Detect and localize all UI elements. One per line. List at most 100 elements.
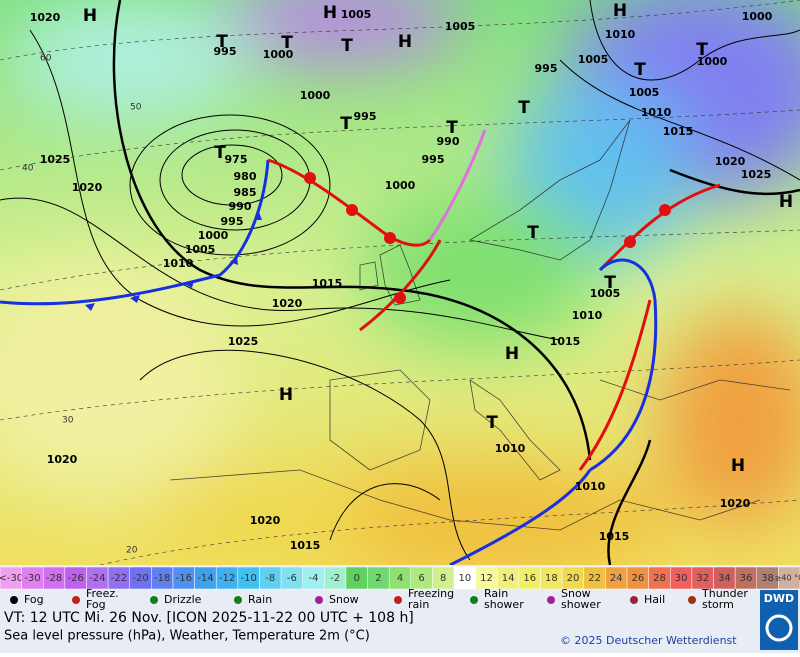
center-label: T <box>216 32 228 52</box>
latitude-label: 40 <box>22 164 34 174</box>
isobar-label: 1010 <box>605 28 636 41</box>
latitude-label: 20 <box>126 546 138 556</box>
isobar-label: 1000 <box>697 55 728 68</box>
scale-label: 24 <box>610 573 623 584</box>
scale-label: 38 <box>761 573 774 584</box>
scale-label: -16 <box>176 573 192 584</box>
isobar-label: 980 <box>234 170 257 183</box>
scale-label: 0 <box>354 573 360 584</box>
scale-label: ≥40 °C <box>775 574 800 583</box>
isobar-label: 1005 <box>185 243 216 256</box>
weather-label: Thunder storm <box>701 587 748 611</box>
center-label: T <box>446 118 458 138</box>
isobar-label: 995 <box>422 153 445 166</box>
isobar-label: 985 <box>234 186 257 199</box>
scale-label: 16 <box>523 573 536 584</box>
center-label: H <box>398 32 412 52</box>
scale-label: -26 <box>68 573 84 584</box>
weather-label: Snow shower <box>561 587 601 611</box>
dwd-logo: DWD <box>760 590 798 650</box>
center-label: T <box>281 33 293 53</box>
scale-label: 36 <box>740 573 753 584</box>
scale-label: 12 <box>480 573 493 584</box>
isobar-label: 1005 <box>445 20 476 33</box>
weather-symbol <box>315 596 323 604</box>
scale-label: -8 <box>265 573 275 584</box>
scale-label: 22 <box>588 573 601 584</box>
isobar-label: 995 <box>221 215 244 228</box>
isobar-label: 1010 <box>575 480 606 493</box>
isobar-label: 1010 <box>641 106 672 119</box>
weather-symbol <box>688 596 696 604</box>
isobar-label: 1010 <box>495 442 526 455</box>
isobar-label: 1025 <box>40 153 71 166</box>
description: Sea level pressure (hPa), Weather, Tempe… <box>4 629 370 644</box>
isobar-label: 1020 <box>715 155 746 168</box>
isobar-label: 1010 <box>572 309 603 322</box>
latitude-labels: 60 50 40 30 20 <box>22 54 142 556</box>
weather-symbol <box>547 596 555 604</box>
scale-label: -30 <box>24 573 40 584</box>
scale-label: -22 <box>111 573 127 584</box>
isobar-label: 1020 <box>272 297 303 310</box>
weather-symbol <box>72 596 80 604</box>
scale-label: 8 <box>440 573 446 584</box>
scale-label: 2 <box>375 573 381 584</box>
scale-label: 14 <box>502 573 515 584</box>
scale-label: 28 <box>653 573 666 584</box>
weather-label: Snow <box>329 593 359 606</box>
scale-label: -14 <box>197 573 213 584</box>
isobar-label: 1020 <box>30 11 61 24</box>
isobar-label: 990 <box>229 200 252 213</box>
isobar-label: 995 <box>214 45 237 58</box>
center-label: H <box>323 3 337 23</box>
copyright: © 2025 Deutscher Wetterdienst <box>560 634 737 647</box>
center-label: H <box>613 1 627 21</box>
weather-label: Freezing rain <box>408 587 454 611</box>
center-label: H <box>505 344 519 364</box>
center-label: T <box>634 60 646 80</box>
scale-label: -2 <box>330 573 340 584</box>
weather-label: Drizzle <box>164 593 202 606</box>
center-label: T <box>518 98 530 118</box>
center-label: T <box>341 36 353 56</box>
weather-symbol <box>394 596 402 604</box>
latitude-label: 60 <box>40 54 52 64</box>
isobar-label: 1005 <box>578 53 609 66</box>
isobar-label: 1020 <box>250 514 281 527</box>
scale-label: -6 <box>287 573 297 584</box>
temperature-scale: <-30 -30 -28 -26 -24 -22 -20 -18 -16 -14 -12 -10 -8-… <box>0 566 800 590</box>
isobar-label: 1010 <box>163 257 194 270</box>
scale-label: -18 <box>154 573 170 584</box>
scale-label: <-30 <box>0 573 23 584</box>
scale-label: 32 <box>696 573 709 584</box>
scale-label: 26 <box>631 573 644 584</box>
weather-symbol <box>10 596 18 604</box>
isobar-label: 1005 <box>590 287 621 300</box>
latitude-label: 30 <box>62 416 74 426</box>
scale-label: -4 <box>309 573 319 584</box>
weather-symbol <box>234 596 242 604</box>
isobar-label: 1005 <box>629 86 660 99</box>
weather-label: Fog <box>24 593 44 606</box>
isobar-label: 995 <box>535 62 558 75</box>
isobar-label: 1015 <box>290 539 321 552</box>
isobar-label: 975 <box>225 153 248 166</box>
center-label: T <box>340 114 352 134</box>
scale-label: -24 <box>89 573 105 584</box>
scale-label: 10 <box>458 573 471 584</box>
scale-label: -12 <box>219 573 235 584</box>
isobar-label: 1005 <box>341 8 372 21</box>
isobar-label: 1015 <box>599 530 630 543</box>
center-label: T <box>486 413 498 433</box>
center-label: H <box>279 385 293 405</box>
weather-label: Freez. Fog <box>86 587 119 611</box>
center-label: T <box>214 143 226 163</box>
isobar-label: 1000 <box>263 48 294 61</box>
weather-legend: Fog Freez. Fog Drizzle Rain Snow Freezing rain R… <box>10 587 748 611</box>
isobar-label: 1020 <box>47 453 78 466</box>
center-label: T <box>527 223 539 243</box>
